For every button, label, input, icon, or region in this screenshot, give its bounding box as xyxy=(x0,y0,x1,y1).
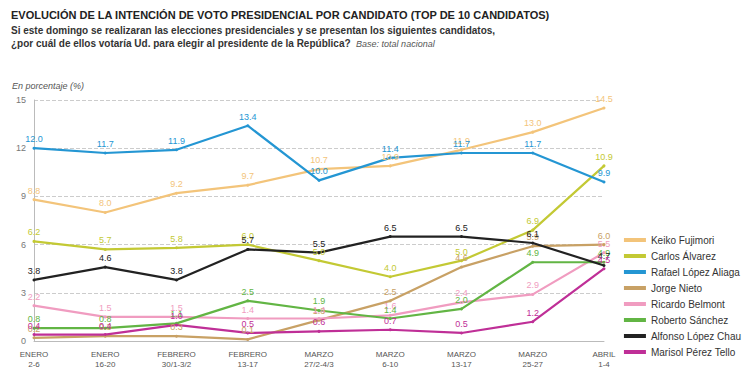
svg-text:MARZO: MARZO xyxy=(376,350,405,359)
svg-text:13.0: 13.0 xyxy=(524,118,542,128)
svg-text:2.2: 2.2 xyxy=(28,292,41,302)
svg-text:9: 9 xyxy=(21,191,26,201)
svg-text:13-17: 13-17 xyxy=(238,360,259,369)
svg-text:6.9: 6.9 xyxy=(526,216,539,226)
svg-text:11.9: 11.9 xyxy=(168,136,185,146)
svg-text:0.5: 0.5 xyxy=(241,319,254,329)
svg-text:Si este domingo se realizaran: Si este domingo se realizaran las elecci… xyxy=(11,25,495,36)
svg-text:0.5: 0.5 xyxy=(455,319,468,329)
svg-text:6-10: 6-10 xyxy=(382,360,399,369)
svg-text:4.0: 4.0 xyxy=(384,263,397,273)
svg-text:MARZO: MARZO xyxy=(305,350,334,359)
svg-text:1.9: 1.9 xyxy=(313,296,326,306)
svg-text:2.4: 2.4 xyxy=(455,288,468,299)
svg-text:Keiko Fujimori: Keiko Fujimori xyxy=(651,235,714,246)
svg-text:3.8: 3.8 xyxy=(170,266,183,276)
svg-text:10.7: 10.7 xyxy=(310,155,328,165)
svg-text:Jorge Nieto: Jorge Nieto xyxy=(651,283,703,294)
svg-text:6.2: 6.2 xyxy=(28,227,41,237)
svg-text:ENERO: ENERO xyxy=(91,350,119,359)
svg-text:2-6: 2-6 xyxy=(28,360,40,369)
svg-text:11.7: 11.7 xyxy=(453,139,470,149)
svg-text:0.6: 0.6 xyxy=(313,317,326,327)
svg-text:5.5: 5.5 xyxy=(598,239,611,249)
svg-text:15: 15 xyxy=(16,95,26,105)
svg-text:3: 3 xyxy=(21,288,26,298)
svg-text:Rafael López Aliaga: Rafael López Aliaga xyxy=(651,267,740,278)
svg-text:MARZO: MARZO xyxy=(518,350,547,359)
svg-text:11.7: 11.7 xyxy=(97,139,114,149)
svg-text:EVOLUCIÓN DE LA INTENCIÓN DE V: EVOLUCIÓN DE LA INTENCIÓN DE VOTO PRESID… xyxy=(11,9,550,21)
svg-text:6.5: 6.5 xyxy=(384,223,397,233)
svg-text:Ricardo Belmont: Ricardo Belmont xyxy=(651,299,725,310)
svg-text:0.1: 0.1 xyxy=(241,325,254,336)
svg-text:6.1: 6.1 xyxy=(526,229,539,239)
svg-text:0.3: 0.3 xyxy=(170,322,183,332)
svg-text:25-27: 25-27 xyxy=(523,360,544,369)
svg-text:8.8: 8.8 xyxy=(28,186,41,196)
svg-text:3.8: 3.8 xyxy=(28,266,41,276)
svg-text:Roberto Sánchez: Roberto Sánchez xyxy=(651,315,728,326)
svg-text:13-17: 13-17 xyxy=(451,360,472,369)
svg-text:¿por cuál de ellos votaría Ud.: ¿por cuál de ellos votaría Ud. para eleg… xyxy=(11,38,356,50)
svg-text:1.4: 1.4 xyxy=(241,305,254,315)
svg-text:8.0: 8.0 xyxy=(99,198,112,208)
svg-text:ABRIL: ABRIL xyxy=(592,350,616,359)
svg-text:0: 0 xyxy=(21,336,26,346)
svg-text:6: 6 xyxy=(21,240,26,250)
svg-text:0.8: 0.8 xyxy=(27,314,41,325)
svg-text:12: 12 xyxy=(16,143,26,153)
svg-text:Marisol Pérez Tello: Marisol Pérez Tello xyxy=(651,347,736,358)
svg-text:1.4: 1.4 xyxy=(312,304,326,315)
svg-text:2.9: 2.9 xyxy=(526,280,539,290)
svg-text:10.9: 10.9 xyxy=(595,152,613,162)
svg-text:5.5: 5.5 xyxy=(313,239,326,249)
svg-text:FEBRERO: FEBRERO xyxy=(157,350,196,359)
svg-text:5.7: 5.7 xyxy=(99,235,112,245)
svg-text:10.0: 10.0 xyxy=(310,166,328,176)
svg-text:1.2: 1.2 xyxy=(526,308,539,318)
svg-text:0.4: 0.4 xyxy=(99,321,112,331)
svg-text:ENERO: ENERO xyxy=(20,350,48,359)
svg-text:12.0: 12.0 xyxy=(25,134,43,144)
svg-text:En porcentaje (%): En porcentaje (%) xyxy=(12,81,84,91)
svg-text:11.4: 11.4 xyxy=(382,144,399,154)
svg-text:9.2: 9.2 xyxy=(170,179,183,189)
svg-text:4.9: 4.9 xyxy=(526,248,539,258)
svg-text:2.5: 2.5 xyxy=(384,287,397,297)
svg-text:1-4: 1-4 xyxy=(598,360,610,369)
svg-text:MARZO: MARZO xyxy=(447,350,476,359)
svg-text:Alfonso López Chau: Alfonso López Chau xyxy=(651,331,741,342)
svg-text:5.7: 5.7 xyxy=(241,235,254,245)
svg-text:5.8: 5.8 xyxy=(170,234,183,244)
svg-text:5.0: 5.0 xyxy=(455,246,468,257)
svg-text:11.7: 11.7 xyxy=(524,139,541,149)
svg-text:5.0: 5.0 xyxy=(312,246,326,257)
svg-text:0.7: 0.7 xyxy=(384,316,397,326)
svg-text:13.4: 13.4 xyxy=(239,112,257,122)
svg-text:9.9: 9.9 xyxy=(598,168,611,178)
svg-text:9.7: 9.7 xyxy=(241,171,254,181)
svg-text:1.5: 1.5 xyxy=(170,302,183,313)
svg-text:Base: total nacional: Base: total nacional xyxy=(356,39,436,49)
svg-text:1.5: 1.5 xyxy=(99,303,112,313)
svg-text:10.9: 10.9 xyxy=(381,151,399,162)
svg-text:1.0: 1.0 xyxy=(170,311,183,321)
svg-text:14.5: 14.5 xyxy=(595,94,613,104)
svg-text:0.4: 0.4 xyxy=(28,321,41,331)
svg-text:0.8: 0.8 xyxy=(99,314,112,325)
svg-text:30/1-3/2: 30/1-3/2 xyxy=(162,360,192,369)
svg-text:2.5: 2.5 xyxy=(241,287,254,297)
svg-text:6.0: 6.0 xyxy=(597,230,611,241)
svg-text:4.6: 4.6 xyxy=(99,253,112,263)
svg-text:2.0: 2.0 xyxy=(455,295,468,305)
svg-text:1.4: 1.4 xyxy=(384,305,397,315)
svg-text:16-20: 16-20 xyxy=(95,360,116,369)
svg-text:FEBRERO: FEBRERO xyxy=(228,350,267,359)
svg-text:Carlos Álvarez: Carlos Álvarez xyxy=(651,250,716,262)
svg-text:27/2-4/3: 27/2-4/3 xyxy=(304,360,334,369)
svg-text:4.6: 4.6 xyxy=(455,253,468,263)
svg-text:4.5: 4.5 xyxy=(598,255,611,265)
svg-text:6.5: 6.5 xyxy=(455,223,468,233)
